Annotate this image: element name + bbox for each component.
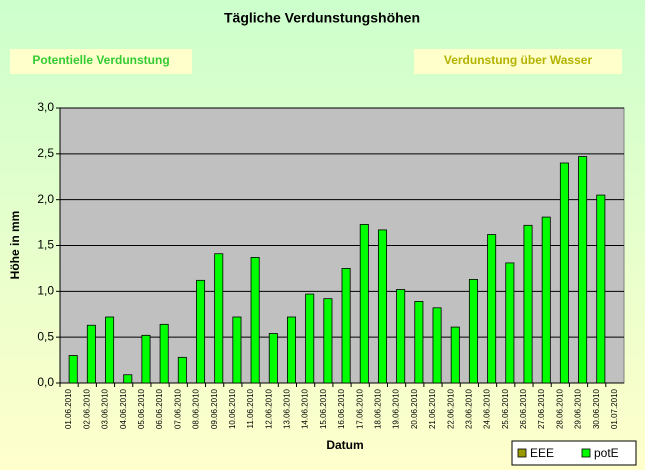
x-tick-label: 01.07.2010 bbox=[610, 388, 619, 429]
x-tick-label: 15.06.2010 bbox=[319, 388, 328, 429]
x-tick-label: 01.06.2010 bbox=[64, 388, 73, 429]
bar bbox=[450, 326, 460, 384]
bar bbox=[68, 355, 78, 384]
x-tick-label: 13.06.2010 bbox=[283, 388, 292, 429]
bar bbox=[141, 334, 151, 384]
bar bbox=[505, 262, 515, 384]
x-tick-label: 29.06.2010 bbox=[574, 388, 583, 429]
bar bbox=[341, 268, 351, 384]
bar bbox=[250, 257, 260, 384]
bar bbox=[123, 374, 133, 384]
annotation: Verdunstung über Wasser bbox=[444, 53, 593, 67]
x-tick-label: 05.06.2010 bbox=[137, 388, 146, 429]
y-tick-label: 1,5 bbox=[37, 238, 54, 252]
chart-title: Tägliche Verdunstungshöhen bbox=[224, 10, 420, 26]
x-tick-label: 09.06.2010 bbox=[210, 388, 219, 429]
bar bbox=[559, 162, 569, 384]
x-tick-label: 02.06.2010 bbox=[82, 388, 91, 429]
legend-swatch bbox=[581, 448, 591, 458]
x-tick-label: 30.06.2010 bbox=[592, 388, 601, 429]
x-tick-label: 14.06.2010 bbox=[301, 388, 310, 429]
bar bbox=[396, 289, 406, 384]
legend-label: potE bbox=[594, 446, 619, 460]
bar bbox=[214, 253, 224, 384]
x-tick-label: 12.06.2010 bbox=[264, 388, 273, 429]
y-tick-label: 0,5 bbox=[37, 329, 54, 343]
bar bbox=[196, 279, 206, 384]
bar bbox=[159, 323, 169, 384]
bar bbox=[578, 156, 588, 384]
x-tick-label: 25.06.2010 bbox=[501, 388, 510, 429]
x-tick-label: 23.06.2010 bbox=[464, 388, 473, 429]
x-tick-label: 06.06.2010 bbox=[155, 388, 164, 429]
x-tick-label: 18.06.2010 bbox=[373, 388, 382, 429]
x-tick-label: 22.06.2010 bbox=[446, 388, 455, 429]
y-tick-label: 1,0 bbox=[37, 284, 54, 298]
x-tick-label: 27.06.2010 bbox=[537, 388, 546, 429]
bar bbox=[359, 224, 369, 384]
x-tick-label: 20.06.2010 bbox=[410, 388, 419, 429]
x-axis-label: Datum bbox=[326, 438, 363, 452]
bar bbox=[287, 316, 297, 384]
x-tick-label: 24.06.2010 bbox=[483, 388, 492, 429]
bar bbox=[86, 324, 96, 384]
bar bbox=[377, 229, 387, 384]
annotation-box bbox=[10, 49, 192, 74]
legend-swatch bbox=[517, 448, 527, 458]
bar bbox=[268, 333, 278, 384]
x-tick-label: 21.06.2010 bbox=[428, 388, 437, 429]
y-axis-label: Höhe in mm bbox=[8, 211, 22, 280]
bar bbox=[105, 316, 115, 384]
legend-label: EEE bbox=[530, 446, 554, 460]
bar bbox=[541, 216, 551, 384]
y-tick-label: 2,0 bbox=[37, 192, 54, 206]
x-tick-label: 04.06.2010 bbox=[119, 388, 128, 429]
bar bbox=[414, 301, 424, 384]
y-tick-label: 0,0 bbox=[37, 375, 54, 389]
bar bbox=[323, 298, 333, 384]
bar bbox=[305, 293, 315, 384]
bar bbox=[487, 234, 497, 384]
y-tick-label: 2,5 bbox=[37, 146, 54, 160]
x-tick-label: 03.06.2010 bbox=[101, 388, 110, 429]
x-tick-label: 07.06.2010 bbox=[173, 388, 182, 429]
bar bbox=[177, 356, 187, 384]
x-tick-label: 17.06.2010 bbox=[355, 388, 364, 429]
annotation-box bbox=[414, 49, 622, 74]
annotation: Potentielle Verdunstung bbox=[32, 53, 169, 67]
y-tick-label: 3,0 bbox=[37, 100, 54, 114]
bar bbox=[432, 307, 442, 384]
x-tick-label: 19.06.2010 bbox=[392, 388, 401, 429]
x-tick-label: 10.06.2010 bbox=[228, 388, 237, 429]
x-tick-label: 26.06.2010 bbox=[519, 388, 528, 429]
bar bbox=[523, 224, 533, 384]
bar bbox=[468, 279, 478, 384]
x-tick-label: 11.06.2010 bbox=[246, 388, 255, 428]
x-tick-label: 16.06.2010 bbox=[337, 388, 346, 429]
x-tick-label: 08.06.2010 bbox=[192, 388, 201, 429]
bar bbox=[596, 194, 606, 384]
bar bbox=[232, 316, 242, 384]
legend bbox=[511, 440, 637, 466]
x-tick-label: 28.06.2010 bbox=[555, 388, 564, 429]
